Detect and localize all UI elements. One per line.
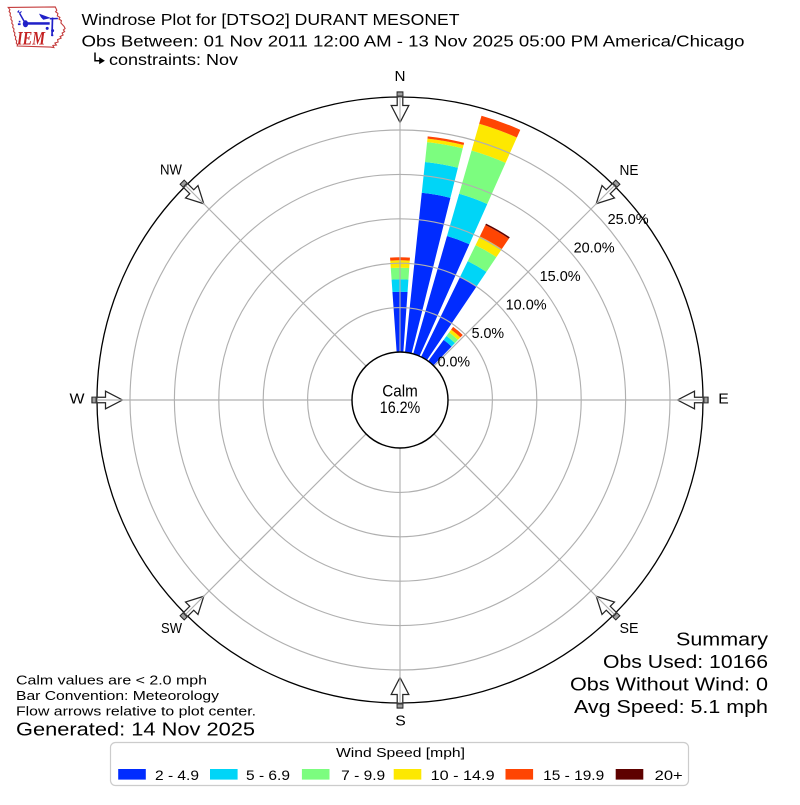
svg-text:25.0%: 25.0% (608, 211, 649, 228)
svg-text:Flow arrows relative to plot c: Flow arrows relative to plot center. (16, 705, 256, 719)
svg-text:16.2%: 16.2% (380, 398, 421, 417)
svg-text:E: E (718, 391, 729, 408)
svg-text:20+: 20+ (655, 768, 683, 783)
svg-text:S: S (395, 713, 406, 730)
svg-text:Generated: 14 Nov 2025: Generated: 14 Nov 2025 (16, 720, 255, 740)
svg-text:Wind Speed [mph]: Wind Speed [mph] (336, 745, 465, 760)
svg-text:15.0%: 15.0% (540, 268, 581, 285)
svg-text:20.0%: 20.0% (574, 240, 615, 257)
svg-text:Obs Used: 10166: Obs Used: 10166 (603, 651, 768, 672)
svg-text:W: W (70, 391, 86, 408)
svg-text:Avg Speed: 5.1 mph: Avg Speed: 5.1 mph (574, 696, 768, 717)
svg-text:SE: SE (620, 620, 639, 637)
svg-text:Calm: Calm (382, 382, 418, 401)
svg-text:10 - 14.9: 10 - 14.9 (431, 768, 495, 783)
svg-text:Summary: Summary (676, 629, 769, 650)
svg-text:2 - 4.9: 2 - 4.9 (155, 768, 199, 783)
svg-text:NW: NW (160, 162, 183, 179)
svg-text:IEM: IEM (16, 30, 45, 50)
svg-text:10.0%: 10.0% (506, 297, 547, 314)
svg-text:Obs Without Wind: 0: Obs Without Wind: 0 (570, 674, 768, 695)
svg-text:Obs Between: 01 Nov 2011 12:00: Obs Between: 01 Nov 2011 12:00 AM - 13 N… (82, 34, 745, 51)
svg-text:constraints: Nov: constraints: Nov (109, 52, 238, 69)
svg-text:NE: NE (620, 162, 639, 179)
svg-text:N: N (395, 68, 406, 85)
svg-text:SW: SW (161, 620, 183, 637)
svg-text:Calm values are < 2.0 mph: Calm values are < 2.0 mph (16, 674, 207, 688)
svg-text:5.0%: 5.0% (472, 325, 505, 342)
svg-text:5 - 6.9: 5 - 6.9 (246, 768, 290, 783)
svg-text:7 - 9.9: 7 - 9.9 (341, 768, 385, 783)
svg-text:Windrose Plot for [DTSO2] DURA: Windrose Plot for [DTSO2] DURANT MESONET (82, 12, 461, 29)
svg-text:Bar Convention: Meteorology: Bar Convention: Meteorology (16, 689, 220, 703)
svg-text:0.0%: 0.0% (438, 354, 471, 371)
svg-text:15 - 19.9: 15 - 19.9 (543, 768, 604, 783)
